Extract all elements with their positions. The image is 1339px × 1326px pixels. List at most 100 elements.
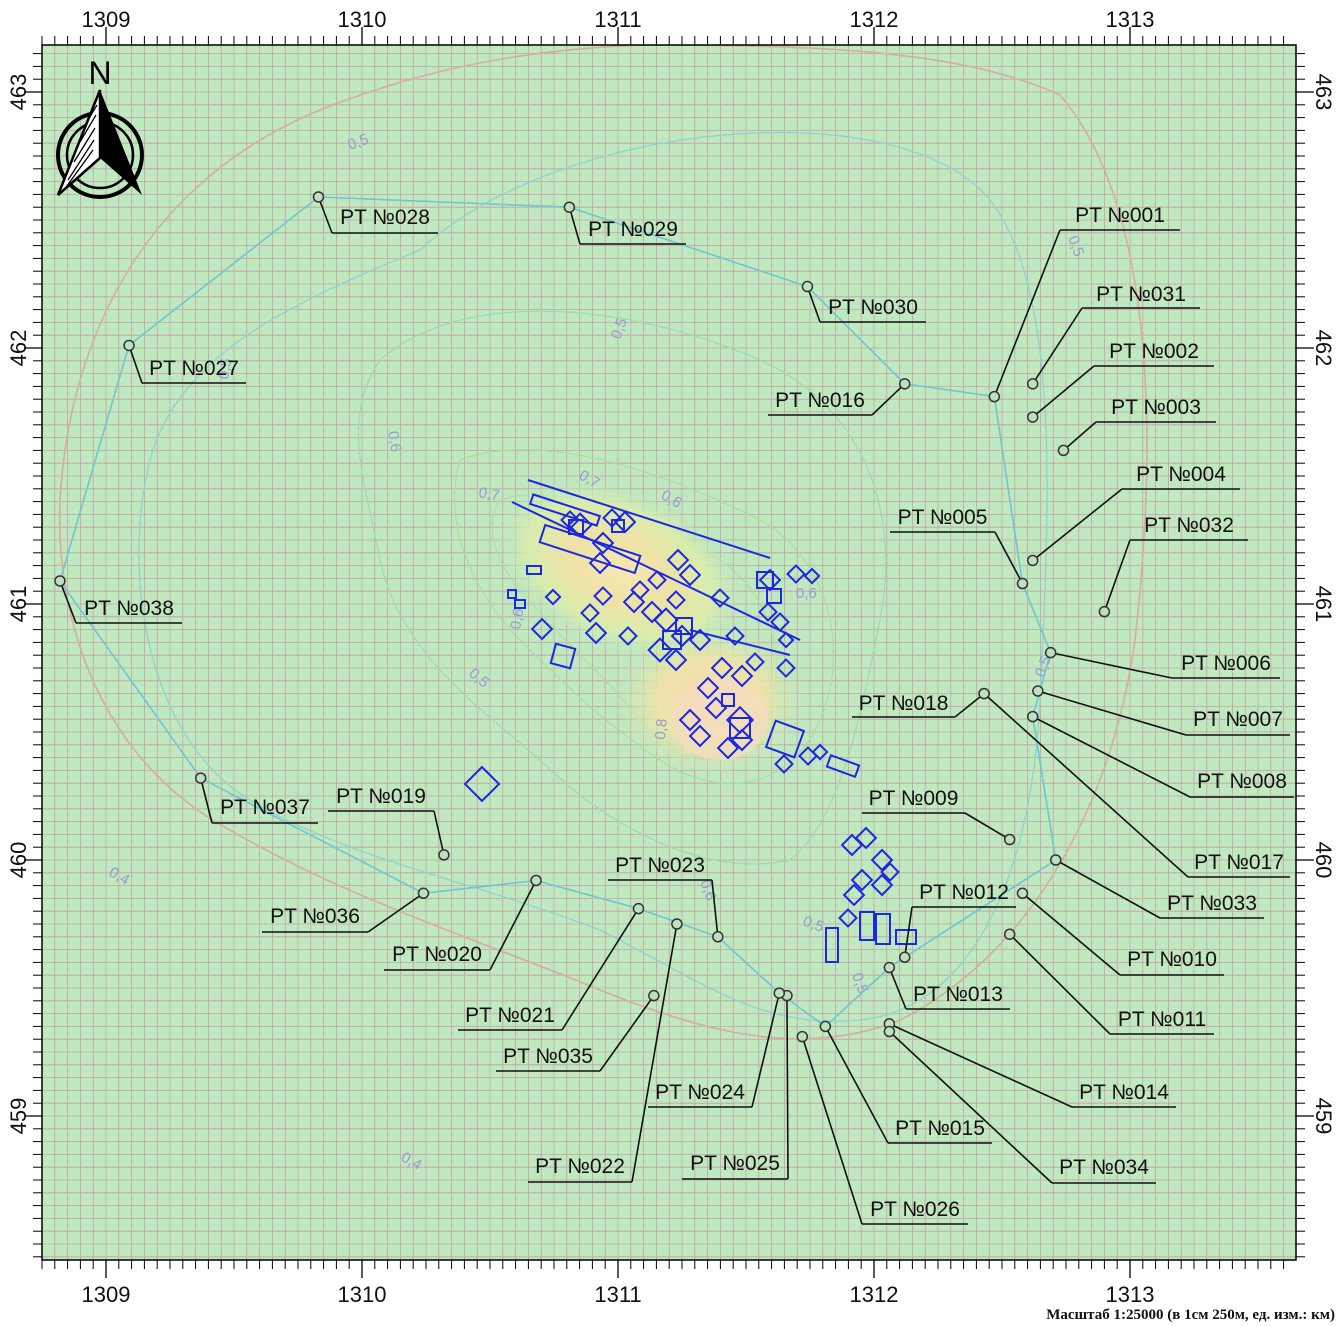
- sampling-point-marker[interactable]: [194, 772, 207, 784]
- sampling-point[interactable]: PT №032: [1098, 514, 1248, 618]
- sampling-point[interactable]: PT №020: [384, 874, 542, 971]
- sampling-point[interactable]: PT №002: [1026, 340, 1214, 423]
- sampling-point-marker[interactable]: [883, 1025, 896, 1038]
- sampling-point[interactable]: PT №014: [883, 1018, 1176, 1108]
- sampling-point[interactable]: PT №023: [608, 854, 724, 943]
- sampling-point[interactable]: PT №009: [862, 787, 1016, 846]
- y-axis-label-left: 459: [6, 1098, 31, 1135]
- sampling-point[interactable]: PT №035: [496, 989, 660, 1072]
- sampling-point-marker[interactable]: [883, 961, 896, 974]
- sampling-point-label: PT №023: [615, 854, 705, 877]
- sampling-point-marker[interactable]: [898, 951, 911, 964]
- sampling-point[interactable]: PT №001: [988, 204, 1180, 403]
- sampling-point-marker[interactable]: [819, 1020, 832, 1033]
- sampling-point-marker[interactable]: [1003, 928, 1016, 940]
- emission-source-square: [729, 717, 751, 739]
- sampling-point-leader: [964, 812, 1011, 841]
- sampling-point-marker[interactable]: [898, 378, 911, 390]
- sampling-point-marker[interactable]: [1026, 554, 1039, 567]
- sampling-point[interactable]: PT №013: [883, 961, 1010, 1010]
- source-line-short: [689, 629, 791, 656]
- sampling-point-marker[interactable]: [773, 987, 786, 999]
- north-arrow-right-half: [100, 90, 142, 195]
- sampling-point-marker[interactable]: [978, 687, 990, 700]
- sampling-point-marker[interactable]: [1016, 577, 1029, 590]
- isoline-value-label: 0,6: [507, 607, 527, 630]
- sampling-point-leader: [888, 1030, 1053, 1184]
- sampling-point[interactable]: PT №037: [194, 772, 318, 824]
- sampling-point-marker[interactable]: [1016, 887, 1029, 900]
- sampling-point[interactable]: PT №006: [1044, 646, 1280, 679]
- sampling-point-marker[interactable]: [438, 849, 450, 861]
- sampling-point-marker[interactable]: [1026, 710, 1039, 723]
- sampling-point[interactable]: PT №021: [458, 902, 645, 1031]
- sampling-point[interactable]: PT №036: [262, 887, 430, 933]
- sampling-point-leader: [1062, 421, 1097, 452]
- sampling-point[interactable]: PT №012: [898, 881, 1016, 964]
- isoline-0-5: [357, 310, 887, 865]
- x-axis-label-bottom: 1313: [1106, 1282, 1155, 1307]
- sampling-point[interactable]: PT №038: [54, 575, 182, 624]
- sampling-point-label: PT №037: [220, 796, 310, 819]
- sampling-point-marker[interactable]: [123, 339, 135, 352]
- sampling-point-marker[interactable]: [312, 191, 325, 203]
- sampling-point[interactable]: PT №030: [801, 280, 926, 323]
- sampling-point[interactable]: PT №034: [883, 1025, 1156, 1184]
- sampling-point[interactable]: PT №005: [890, 506, 1029, 590]
- sampling-point[interactable]: PT №008: [1026, 710, 1294, 798]
- emission-source-square: [730, 728, 754, 752]
- sampling-point-label: PT №033: [1167, 892, 1257, 915]
- sampling-point[interactable]: PT №027: [123, 339, 246, 384]
- sampling-point-label: PT №018: [859, 692, 949, 715]
- sampling-point-marker[interactable]: [1032, 685, 1044, 697]
- y-axis-label-right: 460: [1311, 842, 1336, 879]
- source-square-west-2: [530, 617, 554, 641]
- sampling-point[interactable]: PT №010: [1016, 887, 1224, 976]
- sampling-point-marker[interactable]: [1026, 411, 1039, 423]
- sampling-point-leader: [871, 383, 906, 416]
- sampling-point[interactable]: PT №028: [312, 191, 438, 234]
- sampling-point-marker[interactable]: [1057, 444, 1070, 457]
- sampling-point-marker[interactable]: [648, 989, 660, 1002]
- sampling-point-marker[interactable]: [1098, 605, 1111, 618]
- sampling-point-marker[interactable]: [671, 918, 683, 930]
- emission-source-square: [745, 652, 765, 672]
- sampling-point[interactable]: PT №011: [1003, 928, 1214, 1035]
- sampling-point[interactable]: PT №016: [768, 378, 911, 416]
- sampling-point-marker[interactable]: [988, 390, 1001, 403]
- sampling-point[interactable]: PT №033: [1050, 854, 1264, 919]
- sampling-point[interactable]: PT №026: [796, 1030, 968, 1225]
- sampling-point-marker[interactable]: [417, 887, 430, 900]
- sampling-point[interactable]: PT №031: [1026, 283, 1200, 390]
- sampling-point[interactable]: PT №019: [328, 785, 450, 861]
- emission-source-square: [758, 568, 782, 592]
- emission-source-square: [560, 510, 580, 530]
- sampling-point[interactable]: PT №029: [563, 201, 686, 245]
- sampling-point-marker[interactable]: [712, 931, 724, 943]
- sampling-point-marker[interactable]: [563, 201, 576, 213]
- sampling-point-marker[interactable]: [1003, 833, 1016, 846]
- sampling-point[interactable]: PT №015: [819, 1020, 992, 1144]
- sampling-point-marker[interactable]: [530, 874, 542, 887]
- sampling-point-marker[interactable]: [1044, 646, 1057, 659]
- sampling-point[interactable]: PT №007: [1032, 685, 1290, 736]
- sampling-point-marker[interactable]: [1026, 378, 1039, 390]
- sampling-point[interactable]: PT №004: [1026, 463, 1240, 567]
- sampling-point-leader: [59, 580, 77, 624]
- sampling-point[interactable]: PT №025: [682, 989, 793, 1180]
- sampling-point-marker[interactable]: [1050, 854, 1062, 866]
- emission-source-square: [602, 508, 622, 528]
- sampling-point-marker[interactable]: [54, 575, 66, 587]
- sampling-point-leader: [993, 229, 1061, 397]
- sampling-point[interactable]: PT №003: [1057, 396, 1216, 457]
- sampling-point[interactable]: PT №022: [528, 918, 683, 1183]
- sampling-point[interactable]: PT №017: [978, 687, 1290, 878]
- sampling-point-label: PT №028: [340, 206, 430, 229]
- sampling-point-marker[interactable]: [796, 1030, 809, 1043]
- sampling-point-label: PT №022: [535, 1155, 625, 1178]
- sampling-point-label: PT №016: [775, 389, 865, 412]
- sampling-point-marker[interactable]: [632, 902, 645, 915]
- sampling-point-marker[interactable]: [801, 280, 814, 293]
- sampling-point[interactable]: PT №024: [648, 987, 786, 1108]
- y-axis-label-left: 462: [6, 330, 31, 367]
